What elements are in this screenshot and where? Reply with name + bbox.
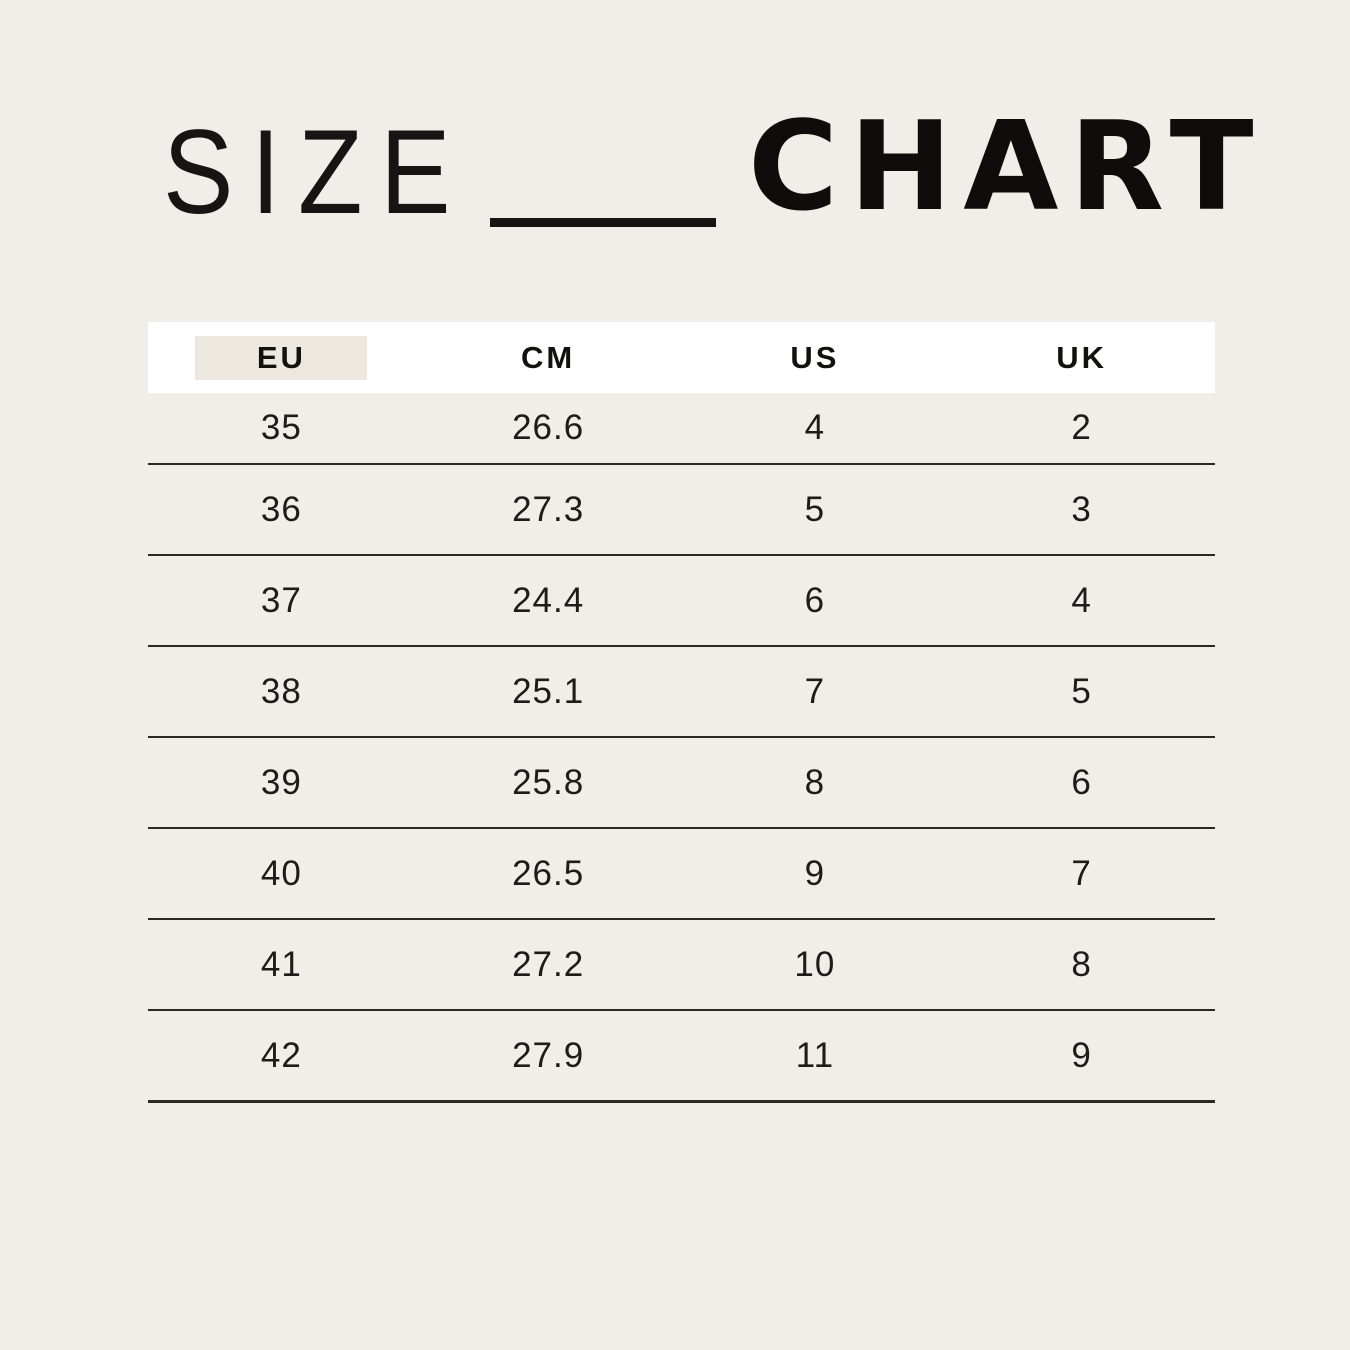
- column-header-eu: EU: [148, 335, 415, 380]
- cm-size-cell: 24.4: [512, 580, 585, 620]
- us-size-cell: 6: [804, 580, 826, 620]
- us-size-cell: 9: [804, 853, 826, 893]
- column-header-cm: CM: [521, 339, 576, 375]
- column-header-uk: UK: [1056, 339, 1108, 375]
- us-size-cell: 5: [804, 489, 826, 529]
- column-header-us: US: [790, 339, 840, 375]
- uk-size-cell: 4: [1071, 580, 1092, 620]
- cm-size-cell: 27.3: [512, 489, 585, 529]
- us-size-cell: 7: [804, 671, 826, 711]
- eu-size-cell: 35: [260, 408, 302, 447]
- eu-size-cell: 38: [260, 671, 302, 711]
- eu-size-cell: 41: [260, 944, 302, 984]
- table-row: 42 27.9 11 9: [148, 1011, 1215, 1103]
- table-row: 41 27.2 10 8: [148, 920, 1215, 1011]
- eu-size-cell: 42: [260, 1035, 302, 1075]
- us-size-cell: 10: [794, 944, 836, 984]
- eu-size-cell: 37: [260, 580, 302, 620]
- cm-size-cell: 26.5: [512, 853, 585, 893]
- table-row: 35 26.6 4 2: [148, 393, 1215, 465]
- cm-size-cell: 25.8: [512, 762, 585, 802]
- size-conversion-table: EU CM US UK 35 26.6 4 2 36 27.3 5 3 37 2…: [148, 322, 1215, 1103]
- cm-size-cell: 26.6: [512, 408, 585, 447]
- table-row: 36 27.3 5 3: [148, 465, 1215, 556]
- uk-size-cell: 2: [1071, 408, 1092, 447]
- uk-size-cell: 6: [1071, 762, 1092, 802]
- title-underscore-rule: [490, 218, 716, 227]
- page-title: SIZE CHART: [0, 0, 1350, 280]
- eu-size-cell: 39: [260, 762, 302, 802]
- uk-size-cell: 3: [1071, 489, 1092, 529]
- eu-size-cell: 36: [260, 489, 302, 529]
- us-size-cell: 11: [795, 1035, 835, 1075]
- table-row: 40 26.5 9 7: [148, 829, 1215, 920]
- table-row: 38 25.1 7 5: [148, 647, 1215, 738]
- uk-size-cell: 5: [1071, 671, 1092, 711]
- eu-header-highlight: EU: [195, 335, 368, 380]
- title-word-chart: CHART: [748, 96, 1265, 239]
- uk-size-cell: 8: [1071, 944, 1092, 984]
- table-row: 39 25.8 8 6: [148, 738, 1215, 829]
- eu-size-cell: 40: [260, 853, 302, 893]
- title-word-size: SIZE: [163, 105, 469, 239]
- uk-size-cell: 7: [1071, 853, 1092, 893]
- table-row: 37 24.4 6 4: [148, 556, 1215, 647]
- us-size-cell: 4: [804, 408, 826, 447]
- uk-size-cell: 9: [1071, 1035, 1092, 1075]
- cm-size-cell: 25.1: [512, 671, 585, 711]
- cm-size-cell: 27.9: [512, 1035, 585, 1075]
- us-size-cell: 8: [804, 762, 826, 802]
- table-header-row: EU CM US UK: [148, 322, 1215, 393]
- cm-size-cell: 27.2: [512, 944, 585, 984]
